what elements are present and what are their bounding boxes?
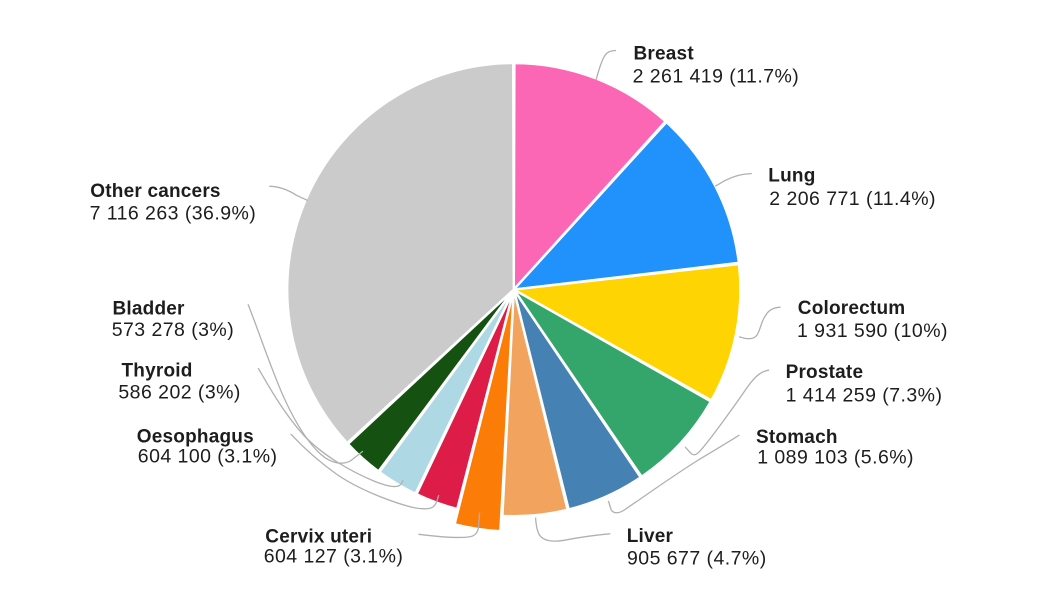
svg-text:604 100 (3.1%): 604 100 (3.1%) [138,446,278,468]
svg-text:Thyroid: Thyroid [122,361,193,382]
svg-text:Stomach: Stomach [756,427,838,448]
svg-text:Breast: Breast [634,44,695,65]
svg-text:7 116 263 (36.9%): 7 116 263 (36.9%) [90,203,257,225]
svg-text:2 206 771 (11.4%): 2 206 771 (11.4%) [769,188,936,210]
svg-text:573 278 (3%): 573 278 (3%) [112,319,234,341]
svg-text:Bladder: Bladder [113,298,186,319]
svg-text:604 127 (3.1%): 604 127 (3.1%) [264,546,404,568]
svg-text:Cervix uteri: Cervix uteri [265,527,372,548]
svg-text:Liver: Liver [627,526,674,547]
svg-text:Colorectum: Colorectum [798,298,906,319]
svg-text:1 414 259 (7.3%): 1 414 259 (7.3%) [786,384,943,406]
svg-text:905 677 (4.7%): 905 677 (4.7%) [627,548,767,570]
svg-text:Lung: Lung [768,165,815,186]
svg-text:586 202 (3%): 586 202 (3%) [118,382,240,404]
svg-text:Other cancers: Other cancers [90,181,220,202]
svg-text:Oesophagus: Oesophagus [137,427,254,448]
svg-text:1 089 103 (5.6%): 1 089 103 (5.6%) [757,446,914,468]
svg-text:1 931 590 (10%): 1 931 590 (10%) [797,320,948,342]
svg-text:2 261 419 (11.7%): 2 261 419 (11.7%) [633,66,800,88]
svg-text:Prostate: Prostate [786,362,864,383]
